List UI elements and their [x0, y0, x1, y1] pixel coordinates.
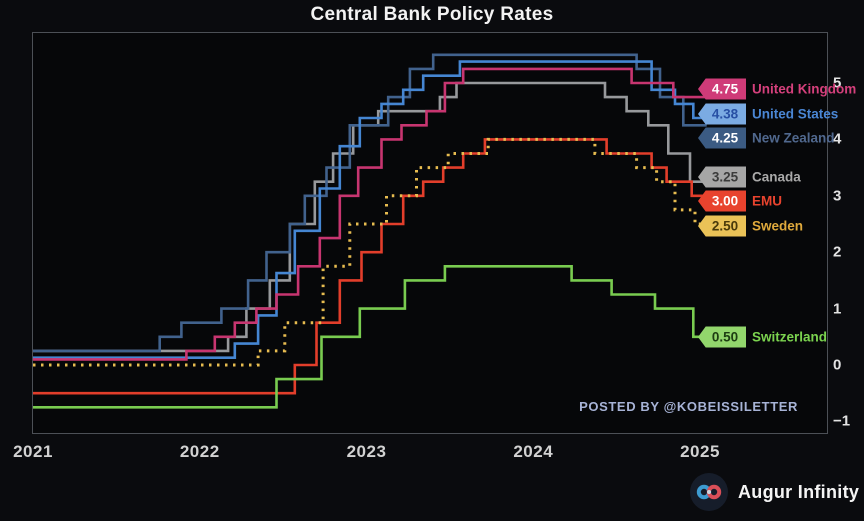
y-tick-label: 5 — [833, 74, 842, 92]
y-tick-label: 2 — [833, 243, 842, 261]
value-badge-new-zealand: 4.25 — [698, 127, 746, 149]
y-tick-label: −1 — [833, 412, 851, 430]
country-label-united-kingdom: United Kingdom — [752, 81, 857, 97]
line-switzerland — [33, 265, 707, 409]
legend-row-united-kingdom: 4.75 United Kingdom — [698, 78, 857, 100]
country-label-new-zealand: New Zealand — [752, 130, 835, 146]
legend-row-emu: 3.00 EMU — [698, 190, 782, 212]
plot-area — [32, 32, 828, 434]
line-united-kingdom — [33, 67, 707, 361]
x-tick-label: 2023 — [346, 442, 387, 461]
country-label-emu: EMU — [752, 193, 782, 209]
x-tick-label: 2024 — [513, 442, 554, 461]
y-tick-label: 3 — [833, 187, 842, 205]
value-badge-canada: 3.25 — [698, 166, 746, 188]
infinity-icon — [690, 473, 728, 511]
value-badge-emu: 3.00 — [698, 190, 746, 212]
y-tick-label: 0 — [833, 356, 842, 374]
line-sweden — [33, 137, 707, 367]
line-canada — [33, 81, 707, 353]
value-badge-switzerland: 0.50 — [698, 326, 746, 348]
legend-row-sweden: 2.50 Sweden — [698, 215, 804, 237]
policy-rates-chart — [33, 53, 707, 409]
line-new-zealand — [33, 53, 707, 353]
value-badge-sweden: 2.50 — [698, 215, 746, 237]
page-title: Central Bank Policy Rates — [310, 4, 554, 25]
legend-row-switzerland: 0.50 Switzerland — [698, 326, 828, 348]
line-united-states — [33, 60, 707, 359]
y-tick-label: 4 — [833, 130, 842, 148]
x-tick-label: 2022 — [179, 442, 220, 461]
legend-row-new-zealand: 4.25 New Zealand — [698, 127, 835, 149]
value-badge-united-states: 4.38 — [698, 103, 746, 125]
posted-by-credit: POSTED BY @KOBEISSILETTER — [579, 399, 798, 414]
country-label-canada: Canada — [752, 169, 801, 185]
value-badge-united-kingdom: 4.75 — [698, 78, 746, 100]
line-emu — [33, 138, 707, 395]
country-label-united-states: United States — [752, 106, 839, 122]
brand-name: Augur Infinity — [738, 481, 860, 502]
y-tick-label: 1 — [833, 300, 842, 318]
legend-row-canada: 3.25 Canada — [698, 166, 801, 188]
x-tick-label: 2021 — [13, 442, 53, 461]
x-tick-label: 2025 — [680, 442, 720, 461]
country-label-switzerland: Switzerland — [752, 329, 828, 345]
country-label-sweden: Sweden — [752, 218, 804, 234]
legend-row-united-states: 4.38 United States — [698, 103, 839, 125]
brand-footer: Augur Infinity — [690, 473, 859, 511]
